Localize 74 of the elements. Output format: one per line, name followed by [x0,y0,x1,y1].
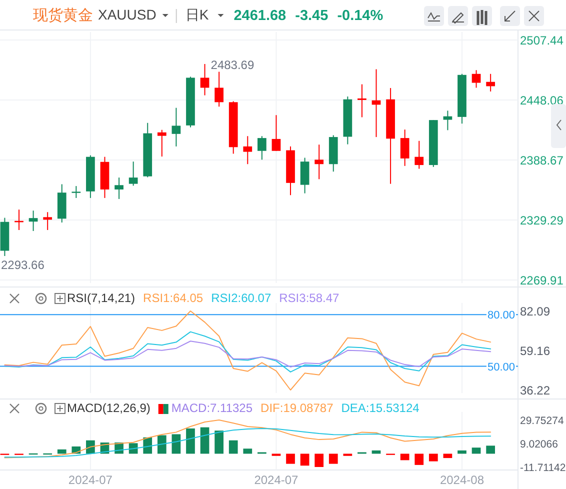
y-tick-label: 2448.06 [520,93,564,108]
candlestick [200,63,210,96]
bar [414,454,424,465]
y-tick-label: 2329.29 [520,213,564,228]
series-label: RSI1:64.05 [143,291,204,306]
candlestick [472,70,481,88]
candlestick [28,210,38,232]
bar [186,428,195,454]
bar [486,446,495,454]
bar [172,434,181,454]
candlestick [72,186,81,198]
bar [443,454,452,458]
candlestick [157,129,166,158]
chart-title: 现货黄金 [33,6,93,24]
chart-title: RSI(7,14,21) [67,291,136,306]
y-tick-label: 82.09 [520,304,550,318]
bar [57,449,66,454]
candlestick [214,71,224,108]
bar [428,454,438,462]
candlestick [314,144,324,180]
bar [400,454,410,460]
bar [458,450,466,454]
bar [314,454,324,467]
bar [228,440,238,454]
candlestick [114,177,124,200]
candlestick [400,129,410,166]
candlestick [272,114,281,152]
text: -0.14% [337,8,384,24]
legend-label: MACD:7.11325 [171,401,253,416]
annotation: 2483.69 [210,58,254,72]
candlestick [243,136,252,165]
candlestick [486,73,495,92]
bar [472,448,481,454]
y-tick-label: 9.02066 [520,438,558,450]
x-tick-label: 2024-08 [440,473,484,488]
y-tick-label: 2269.91 [520,273,564,288]
candlestick [358,84,366,118]
candlestick [300,157,310,194]
y-tick-label: 2388.67 [520,153,564,168]
chart-subtitle: XAUUSD [98,6,156,23]
x-tick-label: 2024-07 [68,473,113,488]
chart-title: MACD(12,26,9) [67,401,150,416]
y-tick-label: 59.16 [520,344,550,358]
candlestick [443,110,452,131]
series-label: DEA:15.53124 [341,401,420,416]
bar [214,430,224,454]
candlestick [172,107,181,147]
line-series [4,420,492,458]
candlestick [258,136,266,160]
candlestick [128,161,138,186]
series-label: DIF:19.08787 [260,401,334,416]
ref-line-label: 80.00 [487,310,515,322]
ref-line-label: 50.00 [487,361,515,374]
bar [300,454,310,466]
y-tick-label: 36.22 [520,383,550,398]
line-series [4,428,492,458]
bar [243,448,252,454]
text: -3.45 [295,8,328,24]
y-tick-label: 29.75274 [520,414,564,427]
bar [157,435,166,454]
candlestick [43,212,52,230]
bar [128,443,138,454]
text: 2461.68 [234,8,286,24]
y-tick-label: 2507.44 [520,33,564,48]
text: RSI3:58.47 [279,291,340,306]
x-tick-label: 2024-07 [254,473,299,488]
bar [286,454,295,464]
text: 日K [185,6,210,23]
y-tick-label: -11.71142 [520,462,566,474]
text: RSI2:60.07 [211,291,272,306]
candlestick [414,140,424,170]
annotation: 2293.66 [1,258,45,272]
bar [200,427,210,454]
bar [328,454,338,464]
